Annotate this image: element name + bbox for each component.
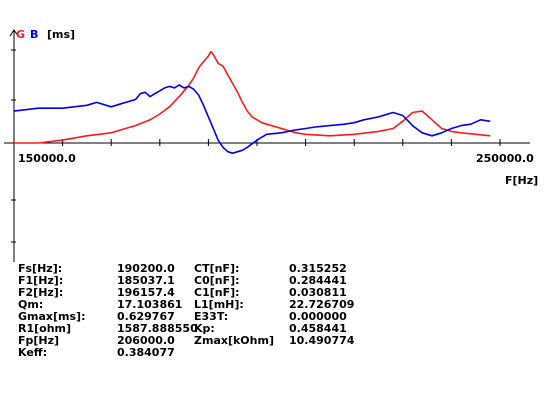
param-value: 1587.888550 [117,322,198,335]
param-label: Fs[Hz]: [18,262,63,275]
legend-unit-label: [ms] [47,28,75,41]
param-value: 0.030811 [289,286,347,299]
param-label: Zmax[kOhm] [194,334,274,347]
param-label: Keff: [18,346,48,359]
param-value: 0.384077 [117,346,175,359]
param-label: Qm: [18,298,44,311]
param-value: 0.284441 [289,274,347,287]
x-tick-label-min: 150000.0 [18,152,76,165]
param-label: R1[ohm] [18,322,72,335]
param-value: 17.103861 [117,298,183,311]
param-value: 0.000000 [289,310,347,323]
param-value: 196157.4 [117,286,175,299]
param-value: 0.458441 [289,322,347,335]
y-axis-arrow [9,29,19,37]
param-value: 22.726709 [289,298,355,311]
chart-plot: G B [ms] 150000.0 250000.0 F[Hz] [4,28,538,262]
param-value: 0.315252 [289,262,347,275]
series-layer [13,50,491,154]
x-axis-title: F[Hz] [505,174,538,187]
param-label: C1[nF]: [194,286,240,299]
chart-legend: G B [ms] [16,28,75,41]
param-label: CT[nF]: [194,262,240,275]
param-value: 10.490774 [289,334,355,347]
param-value: 185037.1 [117,274,175,287]
param-label: F2[Hz]: [18,286,64,299]
param-value: 190200.0 [117,262,175,275]
series-line-g [14,50,491,144]
param-value: 0.629767 [117,310,175,323]
legend-b-label: B [30,28,38,41]
param-label: L1[mH]: [194,298,244,311]
series-line-b [13,84,491,154]
param-label: E33T: [194,310,229,323]
x-tick-label-max: 250000.0 [476,152,534,165]
param-label: C0[nF]: [194,274,240,287]
param-label: Fp[Hz] [18,334,60,347]
legend-g-label: G [16,28,25,41]
param-label: Kp: [194,322,215,335]
param-value: 206000.0 [117,334,175,347]
chart-axes [4,29,530,262]
param-label: Gmax[ms]: [18,310,86,323]
param-label: F1[Hz]: [18,274,64,287]
